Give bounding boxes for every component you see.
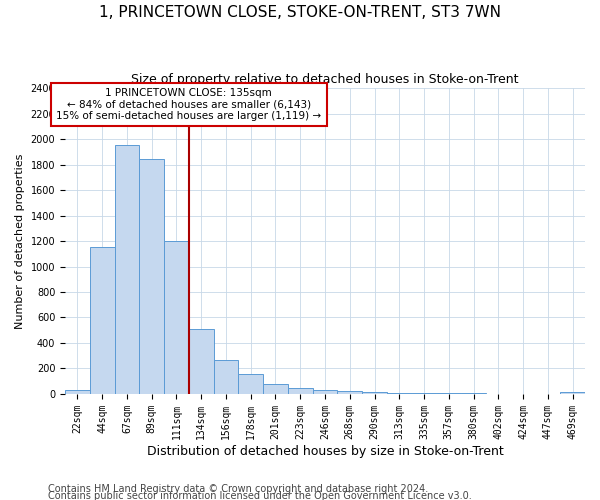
- Bar: [387, 392, 412, 394]
- Bar: [362, 392, 387, 394]
- Bar: [313, 390, 337, 394]
- Y-axis label: Number of detached properties: Number of detached properties: [15, 154, 25, 328]
- Bar: [164, 241, 189, 394]
- Bar: [189, 329, 214, 394]
- Text: Contains public sector information licensed under the Open Government Licence v3: Contains public sector information licen…: [48, 491, 472, 500]
- X-axis label: Distribution of detached houses by size in Stoke-on-Trent: Distribution of detached houses by size …: [146, 444, 503, 458]
- Text: 1 PRINCETOWN CLOSE: 135sqm
← 84% of detached houses are smaller (6,143)
15% of s: 1 PRINCETOWN CLOSE: 135sqm ← 84% of deta…: [56, 88, 322, 122]
- Bar: [90, 248, 115, 394]
- Bar: [560, 392, 585, 394]
- Bar: [263, 384, 288, 394]
- Bar: [238, 374, 263, 394]
- Title: Size of property relative to detached houses in Stoke-on-Trent: Size of property relative to detached ho…: [131, 72, 519, 86]
- Text: 1, PRINCETOWN CLOSE, STOKE-ON-TRENT, ST3 7WN: 1, PRINCETOWN CLOSE, STOKE-ON-TRENT, ST3…: [99, 5, 501, 20]
- Bar: [337, 391, 362, 394]
- Bar: [214, 360, 238, 394]
- Bar: [65, 390, 90, 394]
- Bar: [115, 146, 139, 394]
- Bar: [436, 393, 461, 394]
- Bar: [412, 393, 436, 394]
- Bar: [288, 388, 313, 394]
- Text: Contains HM Land Registry data © Crown copyright and database right 2024.: Contains HM Land Registry data © Crown c…: [48, 484, 428, 494]
- Bar: [139, 160, 164, 394]
